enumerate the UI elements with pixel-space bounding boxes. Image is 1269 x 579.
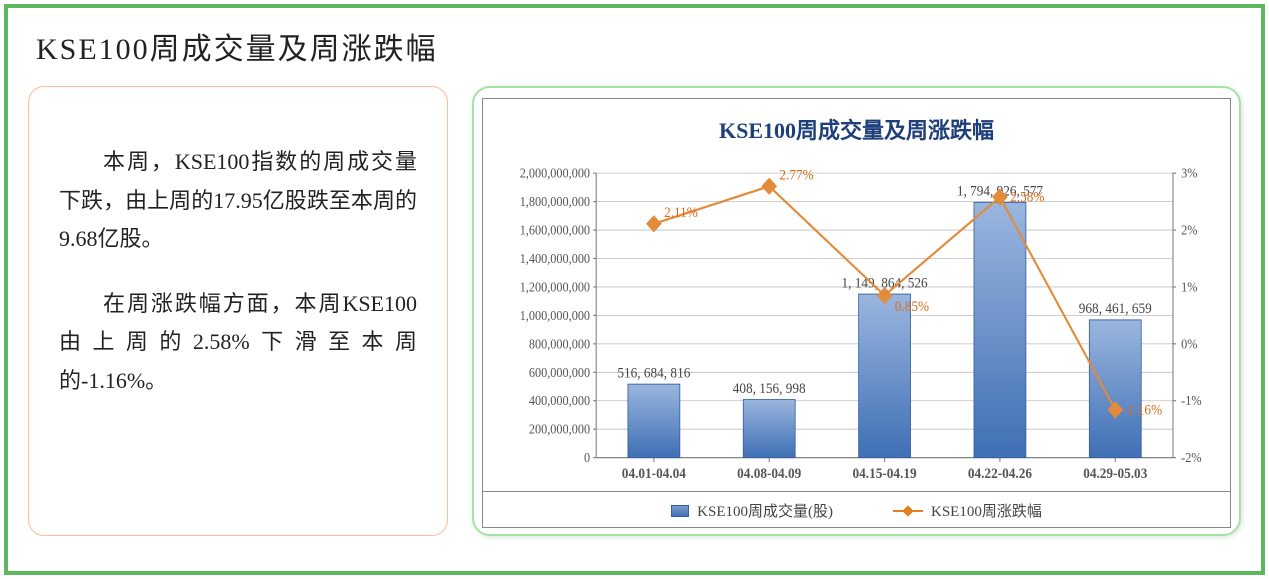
summary-paragraph-2: 在周涨跌幅方面，本周KSE100由上周的2.58%下滑至本周的-1.16%。 — [59, 285, 417, 401]
svg-text:2%: 2% — [1181, 223, 1198, 238]
chart-inner: KSE100周成交量及周涨跌幅 0 200,000,000 400,000,000 6… — [482, 98, 1231, 528]
svg-text:0: 0 — [584, 451, 590, 466]
svg-text:04.01-04.04: 04.01-04.04 — [622, 466, 686, 482]
svg-text:1%: 1% — [1181, 280, 1198, 295]
svg-text:2.77%: 2.77% — [779, 168, 814, 184]
bar-swatch-icon — [671, 505, 689, 517]
slide-frame: KSE100周成交量及周涨跌幅 本周，KSE100指数的周成交量下跌，由上周的1… — [4, 4, 1265, 575]
svg-text:2,000,000,000: 2,000,000,000 — [520, 166, 590, 181]
svg-text:-1%: -1% — [1181, 394, 1202, 409]
svg-text:200,000,000: 200,000,000 — [529, 422, 590, 437]
svg-text:04.15-04.19: 04.15-04.19 — [853, 466, 917, 482]
line-swatch-icon — [893, 505, 923, 517]
svg-text:04.08-04.09: 04.08-04.09 — [737, 466, 801, 482]
legend-line-label: KSE100周涨跌幅 — [931, 500, 1042, 521]
svg-text:400,000,000: 400,000,000 — [529, 394, 590, 409]
legend-item-line: KSE100周涨跌幅 — [893, 500, 1042, 521]
svg-text:968, 461, 659: 968, 461, 659 — [1079, 302, 1152, 318]
svg-text:600,000,000: 600,000,000 — [529, 365, 590, 380]
svg-text:04.29-05.03: 04.29-05.03 — [1083, 466, 1147, 482]
svg-text:1,400,000,000: 1,400,000,000 — [520, 251, 590, 266]
content-row: 本周，KSE100指数的周成交量下跌，由上周的17.95亿股跌至本周的9.68亿… — [28, 86, 1241, 536]
chart-legend: KSE100周成交量(股) KSE100周涨跌幅 — [483, 491, 1230, 527]
svg-text:1,000,000,000: 1,000,000,000 — [520, 308, 590, 323]
legend-item-bar: KSE100周成交量(股) — [671, 500, 833, 521]
svg-text:1,200,000,000: 1,200,000,000 — [520, 280, 590, 295]
page-title: KSE100周成交量及周涨跌幅 — [36, 24, 1241, 68]
svg-text:3%: 3% — [1181, 166, 1198, 181]
svg-text:1,800,000,000: 1,800,000,000 — [520, 195, 590, 210]
svg-text:0.85%: 0.85% — [895, 300, 930, 316]
chart-panel: KSE100周成交量及周涨跌幅 0 200,000,000 400,000,000 6… — [472, 86, 1241, 536]
chart-title: KSE100周成交量及周涨跌幅 — [483, 113, 1230, 145]
svg-text:1,600,000,000: 1,600,000,000 — [520, 223, 590, 238]
plot-area: 0 200,000,000 400,000,000 600,000,000 800,00… — [489, 153, 1224, 489]
svg-text:408, 156, 998: 408, 156, 998 — [733, 381, 806, 397]
svg-text:-1.16%: -1.16% — [1123, 403, 1162, 419]
svg-text:800,000,000: 800,000,000 — [529, 337, 590, 352]
svg-text:2.58%: 2.58% — [1010, 190, 1045, 206]
svg-text:04.22-04.26: 04.22-04.26 — [968, 466, 1032, 482]
text-panel: 本周，KSE100指数的周成交量下跌，由上周的17.95亿股跌至本周的9.68亿… — [28, 86, 448, 536]
svg-text:0%: 0% — [1181, 337, 1198, 352]
svg-text:-2%: -2% — [1181, 451, 1202, 466]
legend-bar-label: KSE100周成交量(股) — [697, 500, 833, 521]
svg-text:516, 684, 816: 516, 684, 816 — [617, 366, 690, 382]
summary-paragraph-1: 本周，KSE100指数的周成交量下跌，由上周的17.95亿股跌至本周的9.68亿… — [59, 143, 417, 259]
svg-text:2.11%: 2.11% — [664, 206, 698, 222]
